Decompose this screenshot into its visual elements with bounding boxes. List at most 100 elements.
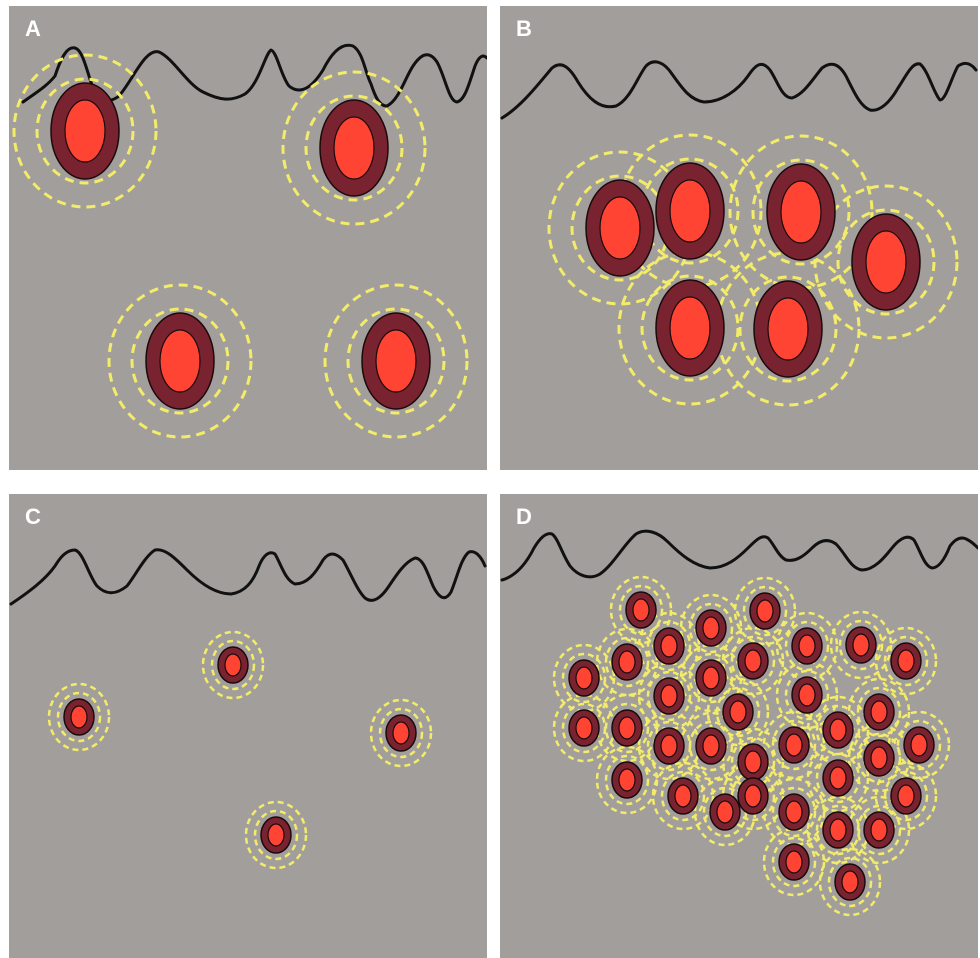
outer-halo [706,677,770,747]
inner-halo [130,307,230,415]
cell-core [660,684,678,708]
cell-core [785,733,803,757]
inner-halo [688,602,734,654]
outer-halo [818,847,882,917]
outer-halo [775,611,839,681]
outer-halo [887,710,951,780]
cell-core [870,818,888,842]
panel-c: C [9,494,487,958]
cell-core [702,616,720,640]
cell-core [829,718,847,742]
panel-b: B [500,6,978,470]
panel-d: D [500,494,978,958]
panel-b-canvas [500,60,978,407]
outer-halo [12,53,158,209]
outer-halo [637,661,701,731]
inner-halo [815,752,861,804]
outer-halo [721,626,785,696]
cell-core [674,784,692,808]
outer-halo [733,576,797,646]
inner-halo [646,620,692,672]
cell-core [702,666,720,690]
outer-halo [244,800,308,870]
cell-core [870,700,888,724]
outer-halo [552,643,616,713]
outer-halo [813,184,959,340]
inner-halo [751,158,851,266]
inner-halo [730,635,776,687]
inner-halo [715,686,761,738]
cell-core [767,297,809,361]
panel-label: B [516,16,532,41]
cell-core [392,721,410,745]
cell-core [70,705,88,729]
cell-core [870,746,888,770]
outer-halo [762,827,826,897]
cell-core [744,649,762,673]
cell-core [716,800,734,824]
inner-halo [771,836,817,888]
cell-core [618,716,636,740]
inner-halo [784,669,830,721]
cell-core [669,296,711,360]
inner-halo [660,770,706,822]
inner-halo [738,275,838,383]
inner-halo [896,719,942,771]
inner-halo [604,702,650,754]
cell-core [669,179,711,243]
cell-core [897,784,915,808]
outer-halo [369,698,433,768]
inner-halo [771,786,817,838]
outer-halo [806,695,870,765]
inner-halo [856,686,902,738]
outer-halo [651,761,715,831]
inner-halo [883,770,929,822]
inner-halo [771,719,817,771]
outer-halo [679,593,743,663]
outer-halo [679,711,743,781]
outer-halo [47,682,111,752]
cell-core [841,870,859,894]
cell-core [333,116,375,180]
cell-core [702,734,720,758]
inner-halo [883,635,929,687]
inner-halo [304,94,404,202]
inner-halo [836,208,936,316]
membrane-wave [9,548,487,606]
outer-halo [595,693,659,763]
outer-halo [281,70,427,226]
outer-halo [637,611,701,681]
inner-halo [378,707,424,759]
inner-halo [688,652,734,704]
cell-core [660,734,678,758]
cell-core [910,733,928,757]
membrane-wave [500,529,978,582]
membrane-wave [500,60,978,120]
cell-core [780,180,822,244]
cell-core [829,766,847,790]
cell-core [618,650,636,674]
cell-core [756,599,774,623]
inner-halo [210,639,256,691]
cell-core [798,634,816,658]
cell-core [744,784,762,808]
outer-halo [609,575,673,645]
cell-core [798,683,816,707]
inner-halo [253,809,299,861]
outer-halo [874,626,938,696]
outer-halo [874,761,938,831]
outer-halo [806,743,870,813]
cell-core [575,716,593,740]
outer-halo [847,795,911,865]
cell-core [159,329,201,393]
inner-halo [35,77,135,185]
inner-halo [604,754,650,806]
cell-core [897,649,915,673]
cell-core [785,850,803,874]
cell-core [632,598,650,622]
outer-halo [201,630,265,700]
cell-core [660,634,678,658]
cell-core [744,750,762,774]
cell-core [224,653,242,677]
inner-halo [688,720,734,772]
